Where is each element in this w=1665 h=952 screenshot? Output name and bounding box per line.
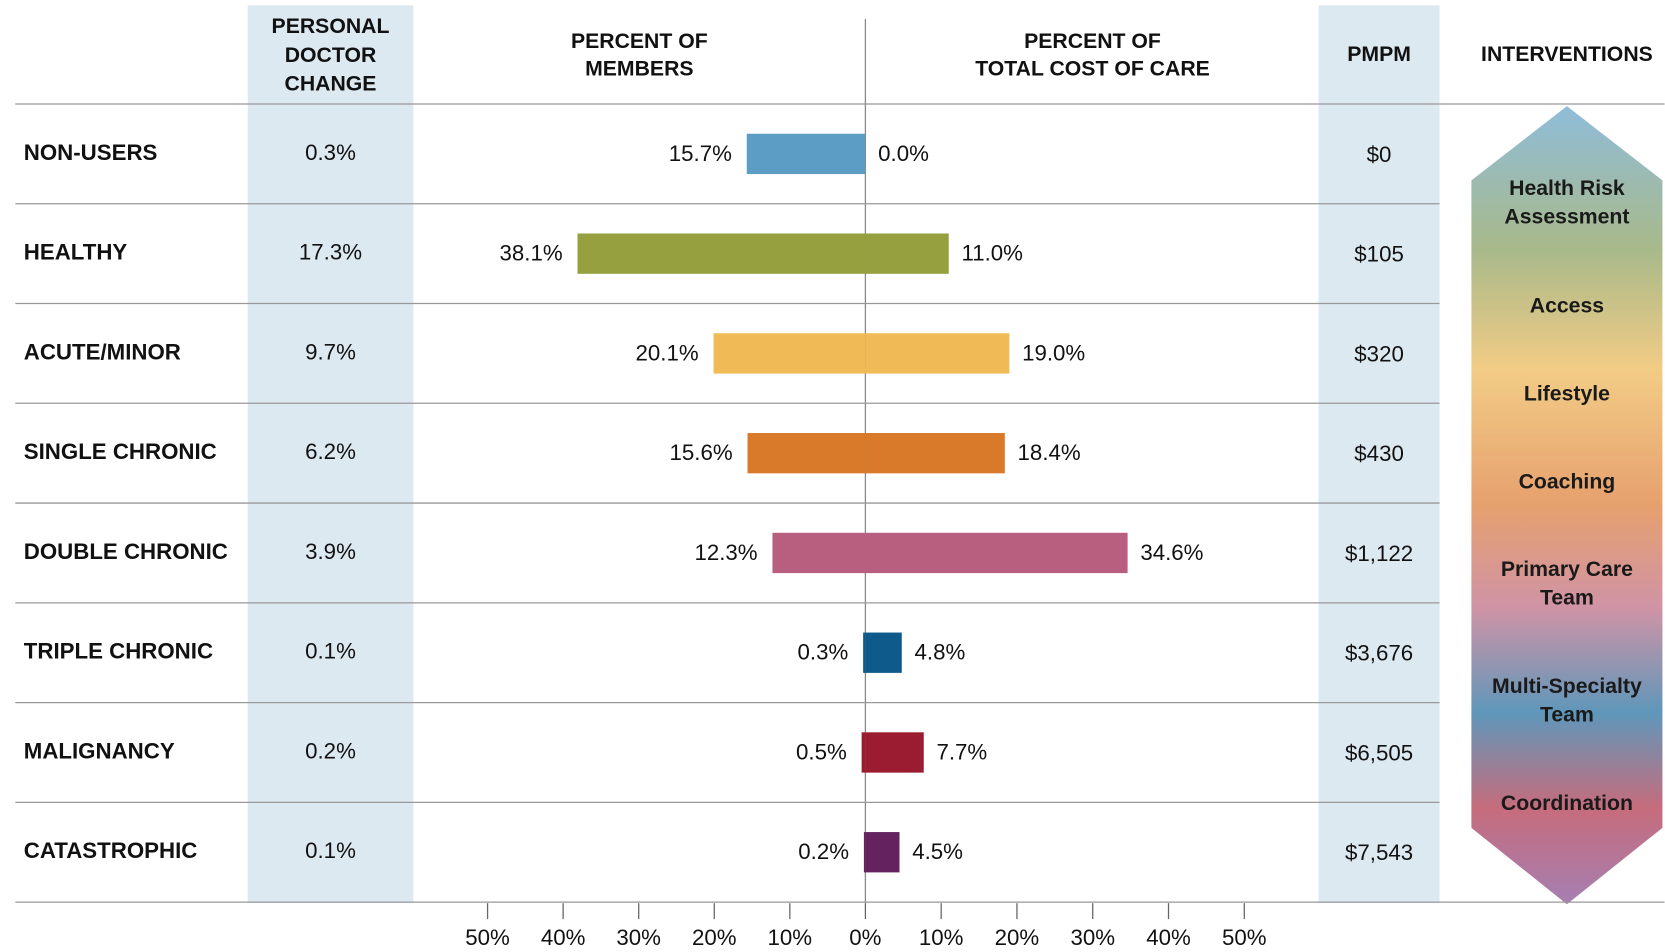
value-label: 20.1% <box>636 340 699 365</box>
intervention: Access <box>1530 294 1604 317</box>
value-label: 0.3% <box>798 640 849 665</box>
bar <box>863 632 866 673</box>
x-tick-label: 10% <box>919 925 964 950</box>
x-tick-label: 50% <box>465 925 510 950</box>
x-tick-label: 0% <box>849 925 881 950</box>
bar <box>865 732 924 773</box>
pmpm-value: $430 <box>1354 441 1404 466</box>
pmpm-value: $3,676 <box>1345 641 1413 666</box>
column-header: MEMBERS <box>585 58 693 81</box>
column-header: TOTAL COST OF CARE <box>975 58 1210 81</box>
x-tick-label: 50% <box>1222 925 1267 950</box>
doctor-change: 17.3% <box>299 240 362 265</box>
bar <box>865 233 949 274</box>
bar <box>747 433 866 474</box>
value-label: 15.7% <box>669 141 732 166</box>
value-label: 12.3% <box>694 540 757 565</box>
row-label: NON-USERS <box>24 140 158 165</box>
intervention: Primary Care <box>1501 558 1633 581</box>
row-label: TRIPLE CHRONIC <box>24 639 213 664</box>
x-tick-label: 30% <box>616 925 661 950</box>
value-label: 4.5% <box>912 839 963 864</box>
column-header: DOCTOR <box>285 44 377 67</box>
row-label: CATASTROPHIC <box>24 838 198 863</box>
intervention: Health Risk <box>1509 177 1625 200</box>
bar <box>865 333 1010 374</box>
doctor-change: 3.9% <box>305 539 356 564</box>
doctor-change: 6.2% <box>305 439 356 464</box>
column-header: PERCENT OF <box>1024 30 1161 53</box>
bar <box>746 133 866 175</box>
doctor-change: 0.1% <box>305 639 356 664</box>
value-label: 7.7% <box>936 739 987 764</box>
doctor-change: 9.7% <box>305 339 356 364</box>
intervention: Team <box>1540 587 1594 610</box>
x-tick-label: 30% <box>1070 925 1115 950</box>
column-header: PERCENT OF <box>571 30 708 53</box>
row-label: ACUTE/MINOR <box>24 339 181 364</box>
intervention: Coaching <box>1519 471 1616 494</box>
x-tick-label: 10% <box>768 925 813 950</box>
intervention: Team <box>1540 703 1594 726</box>
intervention: Coordination <box>1501 792 1633 815</box>
column-band <box>247 5 414 904</box>
value-label: 0.5% <box>796 739 847 764</box>
column-header: PMPM <box>1347 43 1411 66</box>
doctor-change: 0.2% <box>305 738 356 763</box>
pmpm-value: $6,505 <box>1345 740 1413 765</box>
value-label: 0.0% <box>878 141 929 166</box>
row-label: MALIGNANCY <box>24 738 175 763</box>
column-header: CHANGE <box>285 73 377 96</box>
row-label: HEALTHY <box>24 240 128 265</box>
x-tick-label: 40% <box>541 925 586 950</box>
bar <box>861 732 866 773</box>
doctor-change: 0.1% <box>305 838 356 863</box>
value-label: 4.8% <box>915 640 966 665</box>
value-label: 0.2% <box>798 839 849 864</box>
value-label: 15.6% <box>670 440 733 465</box>
bar <box>713 333 866 374</box>
column-header: INTERVENTIONS <box>1481 43 1653 66</box>
bar <box>772 532 866 574</box>
x-tick-label: 40% <box>1146 925 1191 950</box>
row-label: SINGLE CHRONIC <box>24 439 217 464</box>
pmpm-value: $320 <box>1354 341 1404 366</box>
value-label: 18.4% <box>1018 440 1081 465</box>
value-label: 11.0% <box>961 241 1022 266</box>
value-label: 38.1% <box>499 241 562 266</box>
pmpm-value: $0 <box>1367 142 1392 167</box>
intervention: Lifestyle <box>1524 382 1610 405</box>
interventions-arrow <box>1471 106 1663 905</box>
bar <box>865 632 902 673</box>
doctor-change: 0.3% <box>305 140 356 165</box>
bar <box>577 233 866 274</box>
pmpm-value: $1,122 <box>1345 541 1413 566</box>
column-band <box>1318 5 1440 904</box>
bar <box>865 433 1005 474</box>
intervention: Multi-Specialty <box>1492 675 1642 698</box>
pmpm-value: $7,543 <box>1345 840 1413 865</box>
bar <box>865 532 1128 574</box>
pmpm-value: $105 <box>1354 242 1404 267</box>
x-tick-label: 20% <box>995 925 1040 950</box>
column-header: PERSONAL <box>272 15 390 38</box>
intervention: Assessment <box>1504 206 1629 229</box>
row-label: DOUBLE CHRONIC <box>24 539 228 564</box>
value-label: 19.0% <box>1022 340 1085 365</box>
bar <box>863 832 866 873</box>
bar <box>865 832 900 873</box>
x-tick-label: 20% <box>692 925 737 950</box>
value-label: 34.6% <box>1140 540 1203 565</box>
